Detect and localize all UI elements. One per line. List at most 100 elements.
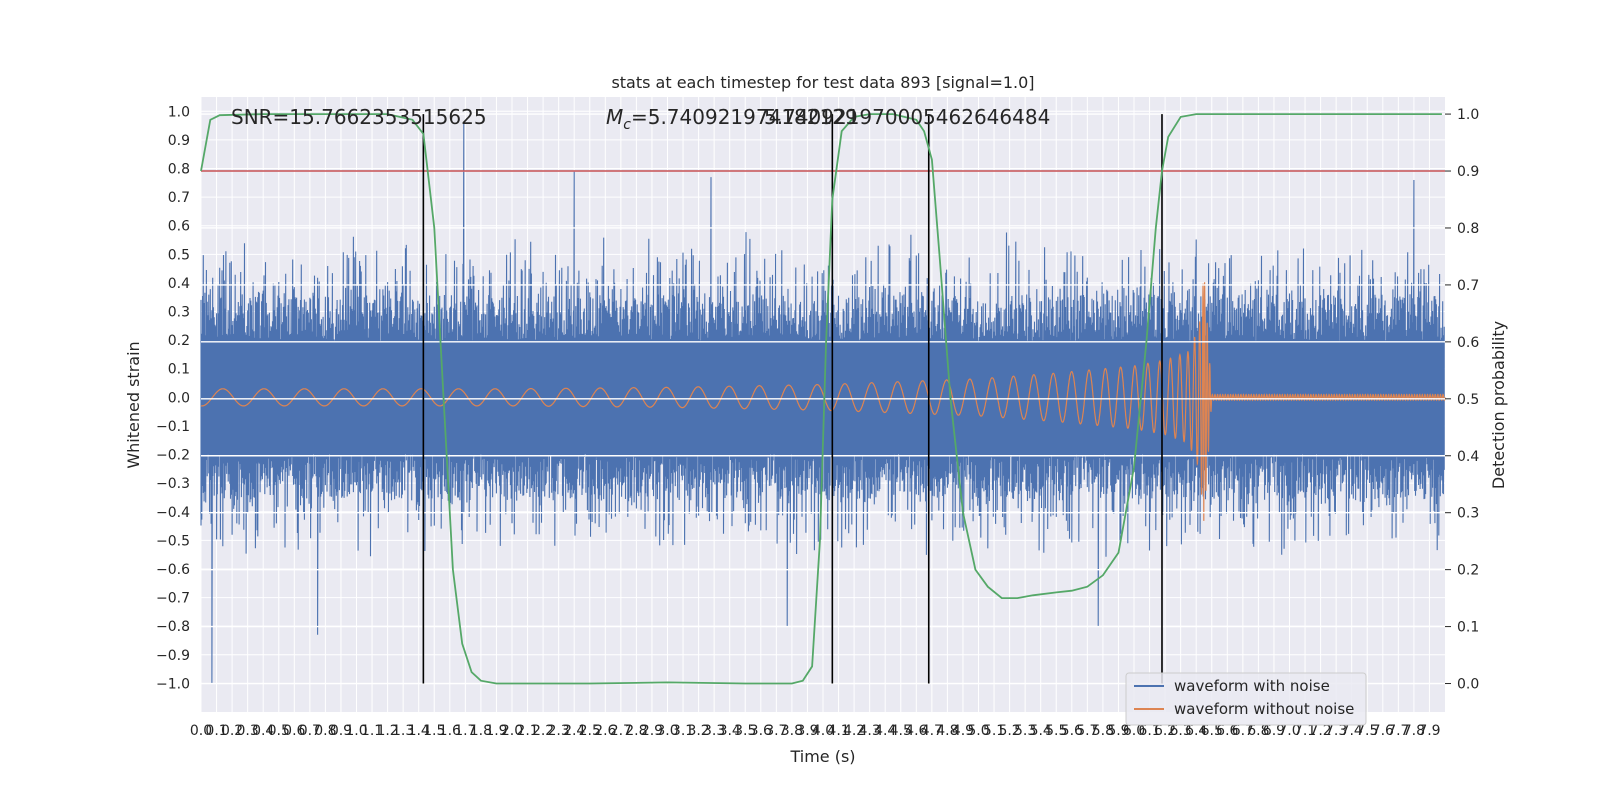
x-tick-label: 7.6	[1372, 723, 1394, 739]
x-tick-label: 3.8	[781, 723, 803, 739]
x-tick-label: 5.8	[1092, 723, 1114, 739]
x-tick-label: 1.0	[345, 723, 367, 739]
x-tick-label: 0.4	[252, 723, 274, 739]
x-tick-label: 2.0	[501, 723, 523, 739]
x-tick-label: 4.2	[843, 723, 865, 739]
x-tick-label: 5.2	[998, 723, 1020, 739]
x-tick-label: 3.7	[765, 723, 787, 739]
x-tick-label: 1.8	[470, 723, 492, 739]
y2-tick-label: 0.7	[1457, 278, 1479, 294]
y-tick-label: 0.8	[168, 162, 190, 178]
legend-label-noise: waveform with noise	[1174, 677, 1330, 695]
y2-tick-label: 0.8	[1457, 221, 1479, 237]
x-tick-label: 6.6	[1216, 723, 1238, 739]
x-tick-label: 5.4	[1030, 723, 1052, 739]
x-tick-label: 6.7	[1232, 723, 1254, 739]
x-tick-label: 7.4	[1341, 723, 1363, 739]
x-tick-label: 7.8	[1403, 723, 1425, 739]
y-tick-label: −0.3	[156, 476, 190, 492]
x-tick-label: 2.8	[625, 723, 647, 739]
y-tick-label: 0.5	[168, 247, 190, 263]
x-tick-label: 3.2	[687, 723, 709, 739]
x-tick-label: 5.9	[1107, 723, 1129, 739]
x-tick-label: 5.3	[1014, 723, 1036, 739]
x-tick-label: 0.5	[268, 723, 290, 739]
x-tick-label: 3.3	[703, 723, 725, 739]
x-tick-label: 7.1	[1294, 723, 1316, 739]
x-tick-label: 5.7	[1076, 723, 1098, 739]
y-tick-label: −0.5	[156, 533, 190, 549]
x-tick-label: 2.1	[516, 723, 538, 739]
y-tick-label: 0.4	[168, 276, 190, 292]
y-tick-label: −0.1	[156, 419, 190, 435]
x-tick-label: 1.9	[485, 723, 507, 739]
mc-subscript: c	[623, 117, 631, 133]
x-tick-label: 0.1	[205, 723, 227, 739]
x-tick-label: 1.2	[376, 723, 398, 739]
y2-axis-label: Detection probability	[1489, 321, 1508, 489]
x-tick-label: 2.9	[641, 723, 663, 739]
x-tick-label: 4.6	[905, 723, 927, 739]
y-tick-label: 0.3	[168, 305, 190, 321]
x-tick-label: 6.8	[1247, 723, 1269, 739]
x-tick-label: 5.5	[1045, 723, 1067, 739]
x-tick-label: 3.6	[750, 723, 772, 739]
x-tick-label: 7.9	[1418, 723, 1440, 739]
x-tick-label: 7.0	[1278, 723, 1300, 739]
x-tick-label: 4.7	[921, 723, 943, 739]
x-tick-label: 2.3	[548, 723, 570, 739]
mc-value: =5.740921974182129	[631, 105, 858, 129]
y-tick-label: 1.0	[168, 104, 190, 120]
x-tick-label: 1.5	[423, 723, 445, 739]
overlay	[200, 113, 1445, 685]
y-tick-label: 0.2	[168, 333, 190, 349]
y-tick-label: −0.7	[156, 591, 190, 607]
x-tick-label: 0.6	[283, 723, 305, 739]
x-tick-label: 1.4	[408, 723, 430, 739]
x-tick-label: 3.5	[734, 723, 756, 739]
x-tick-label: 1.6	[439, 723, 461, 739]
y-tick-label: −0.2	[156, 448, 190, 464]
x-tick-label: 2.7	[610, 723, 632, 739]
series-detection-probability	[200, 113, 1442, 685]
x-tick-label: 6.3	[1170, 723, 1192, 739]
x-tick-label: 0.2	[221, 723, 243, 739]
y-tick-label: 0.1	[168, 362, 190, 378]
y2-tick-label: 1.0	[1457, 107, 1479, 123]
y-axis-label: Whitened strain	[124, 341, 143, 468]
x-tick-label: 0.7	[299, 723, 321, 739]
x-tick-label: 0.9	[330, 723, 352, 739]
y2-tick-label: 0.0	[1457, 677, 1479, 693]
y-tick-label: −0.4	[156, 505, 190, 521]
snr-annotation: SNR=15.7662353515625	[231, 105, 487, 129]
x-tick-label: 2.6	[594, 723, 616, 739]
y2-tick-label: 0.5	[1457, 392, 1479, 408]
legend: waveform with noise waveform without noi…	[1125, 672, 1367, 726]
x-tick-label: 2.2	[532, 723, 554, 739]
x-tick-label: 6.2	[1154, 723, 1176, 739]
x-tick-label: 3.0	[656, 723, 678, 739]
x-tick-label: 4.3	[859, 723, 881, 739]
y2-tick-label: 0.9	[1457, 164, 1479, 180]
y2-tick-label: 0.6	[1457, 335, 1479, 351]
y-tick-label: 0.6	[168, 219, 190, 235]
mc-symbol: M	[606, 105, 623, 129]
x-tick-label: 4.8	[936, 723, 958, 739]
x-tick-label: 0.8	[314, 723, 336, 739]
y2-tick-label: 0.3	[1457, 506, 1479, 522]
x-tick-label: 3.4	[719, 723, 741, 739]
x-tick-label: 7.3	[1325, 723, 1347, 739]
legend-box	[1125, 672, 1367, 726]
y2-tick-label: 0.1	[1457, 620, 1479, 636]
x-tick-label: 2.5	[579, 723, 601, 739]
x-tick-label: 5.0	[967, 723, 989, 739]
x-tick-label: 6.1	[1138, 723, 1160, 739]
y-tick-label: −0.9	[156, 648, 190, 664]
x-tick-label: 5.1	[983, 723, 1005, 739]
x-tick-label: 5.6	[1061, 723, 1083, 739]
x-tick-label: 6.4	[1185, 723, 1207, 739]
x-tick-label: 3.9	[796, 723, 818, 739]
x-tick-label: 1.3	[392, 723, 414, 739]
x-tick-label: 4.4	[874, 723, 896, 739]
